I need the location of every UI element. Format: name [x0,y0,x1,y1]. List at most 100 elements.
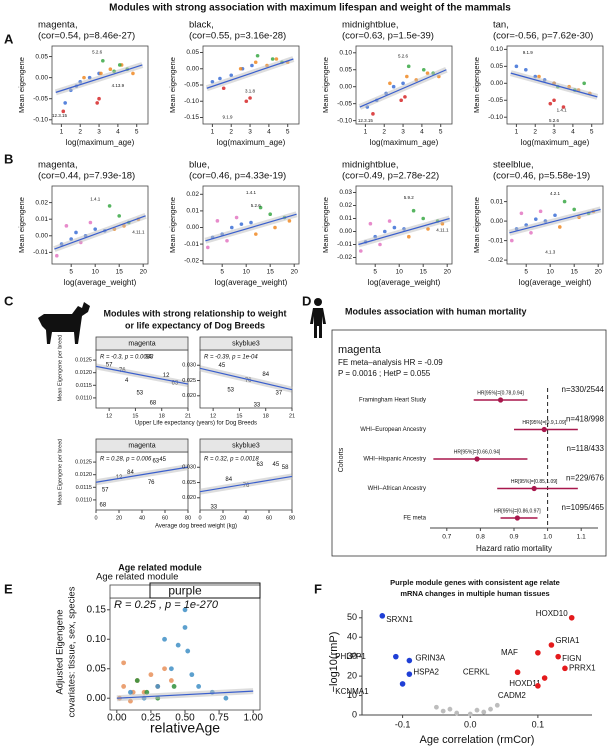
fit-line [199,475,293,493]
gene-label: GRIA1 [555,636,580,645]
point-label: 58 [282,465,289,471]
fit-line [510,72,598,98]
data-point [175,642,181,648]
x-tick-label: 1 [60,129,64,136]
strip-box [149,582,261,599]
gene-label: SRXN1 [386,615,413,624]
data-point [548,101,553,106]
hr-label: HR[95%]=[0.78,0.94] [477,390,524,396]
x-tick-label: 1 [515,129,519,136]
plot-title: steelblue, [493,160,534,171]
point-label: 12.3.15 [52,113,68,118]
y-tick-label: 0.00 [35,74,48,81]
data-point [406,64,411,69]
gene-label: FIGN [562,654,581,663]
point-label: 4 [125,378,129,384]
gene-point [393,653,399,660]
strip [95,336,189,351]
point-label: 76 [148,480,155,486]
data-point [221,86,226,91]
x-tick-label: 20 [140,269,148,276]
strip-label: skyblue3 [232,340,260,347]
data-point [270,57,275,61]
hr-label: HR[95%]=[0.9,1.09] [522,420,566,426]
data-point [383,229,387,234]
data-point [144,689,150,695]
fit-line [358,217,450,246]
x-tick-label: 3 [97,129,101,136]
gene-point [379,613,386,619]
background-point [434,704,439,710]
x-tick-label: 18 [263,413,269,419]
plot-area [51,45,149,125]
y-tick-label: 0.0115 [76,485,92,491]
plot-title: black, [189,20,214,31]
cohort-label: WHI–European Ancestry [360,427,426,433]
data-point [274,57,279,61]
x-tick-label: 40 [243,515,249,521]
point-label: 9.1.9 [523,50,534,55]
y-tick-label: 0.0110 [76,395,92,401]
x-axis-label: log(maximum_age) [521,138,590,147]
hr-point [531,485,537,492]
data-point [189,672,195,678]
y-tick-label: 0.00 [339,228,352,235]
x-tick-label: 1.1 [577,534,586,541]
data-point [368,221,373,226]
data-point [171,684,177,689]
data-point [287,219,292,223]
panel-letter: A [4,31,14,46]
panel-title: Purple module genes with consistent age … [390,578,560,587]
y-tick-label: 0.05 [35,53,48,60]
data-point [101,58,105,63]
data-point [61,109,66,114]
panel-letter: F [314,581,322,596]
y-tick-label: 0.0115 [76,383,92,389]
x-tick-label: 1.00 [243,713,263,724]
data-point [258,205,263,210]
point-label: 84 [225,477,232,483]
y-tick-label: 0.01 [35,216,48,223]
data-point [131,71,135,76]
y-tick-label: 40 [347,632,357,642]
y-tick-label: -0.10 [488,114,503,121]
data-point [371,112,375,116]
fit-line [116,690,254,699]
y-tick-label: 10 [347,690,357,700]
point-label: 84 [262,372,269,378]
data-point [196,684,202,689]
stats-line: FE meta–analysis HR = -0.09 [338,358,443,367]
x-tick-label: 0.7 [442,534,451,541]
data-point [519,211,524,216]
data-point [254,232,258,236]
body [310,308,326,338]
data-point [534,217,538,221]
data-point [95,101,99,105]
panel-title: Modules with strong relationship to weig… [104,308,287,318]
module-name: magenta [338,344,382,356]
data-point [215,219,220,223]
fit-line [199,367,293,391]
x-tick-label: 20 [595,269,603,276]
y-tick-label: 0.025 [182,378,196,384]
point-label: 4.2.1 [550,191,561,196]
x-tick-label: 21 [289,413,295,419]
cohort-label: Framingham Heart Study [359,398,426,404]
data-point [248,96,252,100]
plot-title: midnightblue, [342,20,399,31]
panel-letter: D [302,293,311,308]
data-point [93,227,97,231]
y-tick-label: 0.10 [339,50,352,57]
y-tick-label: 0.05 [87,663,107,674]
data-point [244,99,249,104]
plot-subtitle: (cor=0.49, p=2.78e-22) [342,171,439,182]
x-tick-label: 12 [210,413,216,419]
x-axis-label: log(average_weight) [519,278,592,287]
data-point [128,689,133,695]
x-tick-label: 15 [132,413,138,419]
data-point [562,199,567,204]
hr-point [474,456,480,462]
y-tick-label: 0.00 [87,693,107,704]
plot-subtitle: (cor=0.44, p=7.93e-18) [38,171,135,182]
figure-title: Modules with strong association with max… [109,3,511,14]
